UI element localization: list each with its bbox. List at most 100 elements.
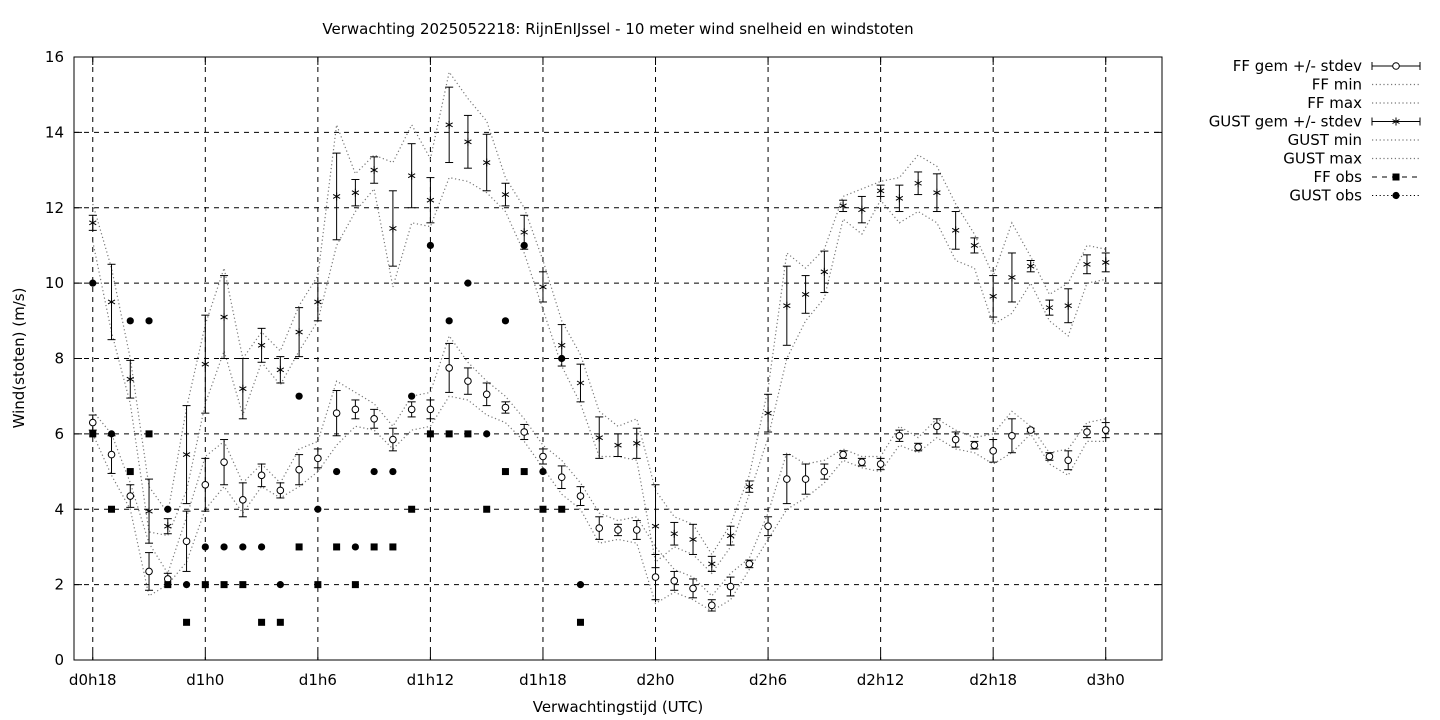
ff-obs-point [445,430,453,438]
ff-mean-point [1045,452,1054,461]
y-tick-label: 0 [54,651,64,669]
gust-mean-point [876,186,885,195]
ff-mean-point [351,405,360,414]
legend-label: GUST max [1283,150,1362,168]
ff-mean-point [614,526,622,534]
ff-mean-point [1083,428,1091,436]
x-tick-label: d0h18 [69,671,117,689]
ff-mean-point [464,377,472,385]
ff-mean-point [557,473,566,482]
gust-mean-point [539,282,547,291]
ff-mean-point [783,475,791,483]
ff-mean-point [595,524,604,532]
gust-mean-point [126,375,135,384]
gust-obs-point [464,279,472,287]
gust-mean-point [557,341,566,350]
ff-obs-point [558,505,566,513]
x-tick-label: d1h12 [407,671,455,689]
x-tick-label: d2h12 [857,671,905,689]
ff-obs-point [351,581,359,589]
y-tick-label: 6 [54,425,64,443]
ff-mean-point [839,450,847,459]
x-tick-label: d1h0 [186,671,224,689]
ff-obs-point [370,543,378,551]
gust-mean-point [633,439,641,448]
gust-obs-point [483,430,491,438]
legend-marker [1392,117,1400,126]
ff-mean-point [858,458,866,466]
axis-ticks: 0 2 4 6 8 10 12 14 16 d0h18 d1h0 d1h6 d1h12 d1h18 d2h0… [45,48,1162,689]
x-axis-label: Verwachtingstijd (UTC) [533,698,704,716]
gust-mean-point [801,290,810,299]
ff-obs-point [520,468,528,476]
gust-obs-point [295,392,303,400]
gust-mean-point [1045,303,1054,312]
gust-max-line [92,70,1106,556]
y-tick-label: 16 [45,48,64,66]
ff-mean-point [651,573,660,581]
gust-mean-point [220,313,228,322]
gust-obs-point [164,505,172,513]
plot-border [73,56,1163,661]
ff-mean-point [407,405,416,414]
ff-mean-point [764,522,772,531]
ff-mean-point [989,447,997,455]
ff-mean-point [389,435,397,444]
ff-mean-point [201,480,210,489]
ff-max-line [92,334,1106,597]
ff-obs-point [89,430,97,438]
legend-label: FF min [1312,76,1362,94]
gust-mean-point [933,188,941,197]
gust-obs-point [351,543,359,551]
gust-mean-point [314,297,322,306]
ff-obs-point [295,543,303,551]
legend-marker [1392,191,1400,200]
gust-mean-point [764,409,772,418]
ff-obs-point [164,581,172,589]
gust-obs-point [145,317,153,325]
gust-mean-point [501,190,510,199]
x-tick-label: d1h18 [519,671,567,689]
legend-label: FF max [1307,94,1362,112]
gust-mean-point [839,201,847,210]
ff-mean-point [426,405,435,414]
gust-obs-point [576,581,585,589]
ff-mean-point [239,496,247,504]
grid-lines [74,57,1162,660]
ff-mean-point [951,435,960,444]
ff-obs-point [276,618,284,626]
gust-mean-point [445,120,453,129]
gust-mean-point [914,179,922,188]
gust-obs-point [558,354,566,363]
ff-mean-point [895,431,904,440]
y-tick-label: 4 [54,500,64,518]
gust-mean-point [351,188,360,197]
ff-obs-point [126,468,134,476]
gust-mean-point [182,450,191,459]
gust-mean-point [951,226,960,235]
ff-obs-point [333,543,341,551]
gust-mean-point [464,137,472,146]
gust-obs-point [408,392,416,400]
gust-mean-point [1083,260,1091,269]
ff-obs-point [501,468,509,476]
ff-mean-point [126,492,135,500]
gust-obs-point [126,317,134,325]
gust-mean-point [107,297,116,306]
ff-mean-point [745,560,754,568]
gust-mean-point [614,441,622,450]
gust-obs-point [314,505,322,513]
ff-obs-point [483,505,491,513]
ff-obs-point [426,430,434,438]
y-tick-label: 12 [45,199,64,217]
gust-obs-point [426,241,435,250]
ff-mean-point [689,584,697,593]
ff-mean-point [670,577,679,585]
gust-obs-point [520,241,528,250]
gust-obs-point [501,317,510,325]
gust-mean-point [295,328,303,337]
legend-label: GUST min [1288,131,1362,149]
gust-mean-point [370,166,378,175]
gust-mean-point [689,535,697,544]
